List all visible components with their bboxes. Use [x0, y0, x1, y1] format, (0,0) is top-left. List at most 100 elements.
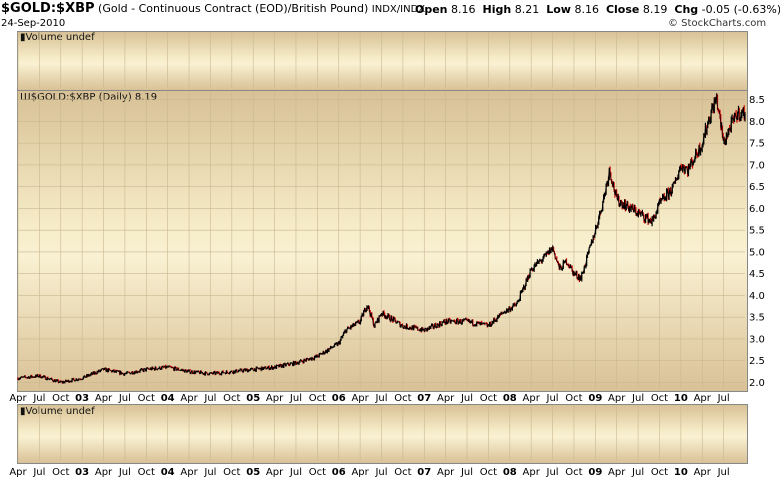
x-tick-label: 07: [417, 393, 431, 404]
x-tick-label: Apr: [266, 393, 284, 404]
x-tick-label: Apr: [95, 393, 113, 404]
x-tick-label: 08: [503, 393, 517, 404]
x-tick-label: Apr: [351, 467, 369, 478]
volume-label-bottom: ▮Volume undef: [20, 406, 95, 417]
price-line: [17, 95, 746, 384]
exchange: INDX/INDX: [371, 4, 426, 15]
x-tick-label: Apr: [608, 393, 626, 404]
y-tick-label: 7.0: [749, 160, 765, 171]
x-tick-label: Jul: [32, 393, 45, 404]
grid: [17, 32, 745, 461]
x-tick-label: 09: [588, 467, 602, 478]
x-tick-label: Jul: [289, 393, 302, 404]
x-tick-label: Jul: [203, 467, 216, 478]
x-tick-label: Oct: [52, 393, 69, 404]
candle-icon: Ш: [20, 92, 31, 103]
y-tick-label: 5.5: [749, 226, 765, 237]
x-tick-label: 04: [161, 467, 175, 478]
x-tick-label: Jul: [374, 467, 387, 478]
price-series: [17, 93, 746, 384]
price-panel-label: Ш$GOLD:$XBP (Daily) 8.19: [20, 92, 158, 103]
x-tick-label: 05: [246, 393, 260, 404]
x-tick-label: Apr: [437, 467, 455, 478]
x-tick-label: 06: [332, 393, 346, 404]
x-tick-label: Oct: [138, 393, 155, 404]
chart-header-title: $GOLD:$XBP (Gold - Continuous Contract (…: [1, 1, 425, 16]
x-tick-label: Oct: [394, 393, 411, 404]
x-tick-label: Jul: [631, 393, 644, 404]
x-tick-label: Apr: [694, 467, 712, 478]
x-tick-label: Oct: [394, 467, 411, 478]
x-tick-label: Oct: [223, 393, 240, 404]
x-tick-label: Apr: [437, 393, 455, 404]
y-tick-label: 4.5: [749, 269, 765, 280]
x-tick-label: Jul: [118, 467, 131, 478]
y-tick-label: 7.5: [749, 139, 765, 150]
x-tick-label: Jul: [374, 393, 387, 404]
x-tick-label: 03: [75, 467, 89, 478]
x-tick-label: Apr: [351, 393, 369, 404]
watermark: © StockCharts.com: [668, 18, 767, 29]
x-tick-label: Apr: [694, 393, 712, 404]
y-tick-label: 6.5: [749, 182, 765, 193]
y-tick-label: 3.5: [749, 313, 765, 324]
x-tick-label: 07: [417, 467, 431, 478]
x-tick-label: Oct: [309, 393, 326, 404]
x-tick-label: 05: [246, 467, 260, 478]
x-tick-label: Jul: [546, 393, 559, 404]
x-tick-label: Apr: [9, 467, 27, 478]
volume-bars-icon: ▮: [20, 406, 26, 417]
x-tick-label: Oct: [651, 467, 668, 478]
x-tick-label: Oct: [651, 393, 668, 404]
x-tick-label: Jul: [289, 467, 302, 478]
x-tick-label: 04: [161, 393, 175, 404]
x-tick-label: Apr: [266, 467, 284, 478]
x-tick-label: Oct: [223, 467, 240, 478]
x-tick-label: Jul: [32, 467, 45, 478]
x-tick-label: Oct: [565, 467, 582, 478]
x-tick-label: Oct: [565, 393, 582, 404]
volume-panel-bottom: [17, 404, 748, 464]
x-tick-label: Jul: [717, 393, 730, 404]
x-tick-label: Jul: [203, 393, 216, 404]
volume-label-top: ▮Volume undef: [20, 32, 95, 43]
y-axis: 2.0 2.5 3.0 3.5 4.0 4.5 5.0 5.5 6.0 6.5 7.0 7.5 8.0 8…: [749, 95, 765, 389]
x-tick-label: Oct: [480, 467, 497, 478]
x-tick-label: Apr: [95, 467, 113, 478]
y-tick-label: 8.5: [749, 95, 765, 106]
x-tick-label: Jul: [717, 467, 730, 478]
y-tick-label: 3.0: [749, 334, 765, 345]
x-tick-label: Jul: [631, 467, 644, 478]
chart-date: 24-Sep-2010: [1, 18, 66, 29]
x-tick-label: Oct: [52, 467, 69, 478]
y-tick-label: 2.5: [749, 356, 765, 367]
x-tick-label: Jul: [460, 467, 473, 478]
x-tick-label: 09: [588, 393, 602, 404]
ohlc-readout: Open 8.16 High 8.21 Low 8.16 Close 8.19 …: [415, 3, 780, 16]
x-tick-label: 08: [503, 467, 517, 478]
x-tick-label: Apr: [523, 467, 541, 478]
volume-bars-icon: ▮: [20, 32, 26, 43]
y-tick-label: 5.0: [749, 247, 765, 258]
x-tick-label: Jul: [546, 467, 559, 478]
up-bars: [18, 93, 746, 384]
x-tick-label: Oct: [480, 393, 497, 404]
x-tick-label: 03: [75, 393, 89, 404]
y-tick-label: 6.0: [749, 204, 765, 215]
x-tick-label: Apr: [523, 393, 541, 404]
down-bars: [17, 94, 745, 384]
x-tick-label: 10: [674, 467, 688, 478]
y-tick-label: 2.0: [749, 378, 765, 389]
x-tick-label: Oct: [138, 467, 155, 478]
x-tick-label: Apr: [180, 467, 198, 478]
x-tick-label: Apr: [180, 393, 198, 404]
y-tick-label: 8.0: [749, 117, 765, 128]
x-axis-top: Apr Jul Oct 03 Apr Jul Oct 04 Apr Jul Oct 05 Apr Jul O…: [9, 393, 729, 404]
price-panel: [17, 90, 748, 392]
x-tick-label: Jul: [118, 393, 131, 404]
x-tick-label: Apr: [9, 393, 27, 404]
x-tick-label: Oct: [309, 467, 326, 478]
y-tick-label: 4.0: [749, 291, 765, 302]
symbol-description: (Gold - Continuous Contract (EOD)/Britis…: [98, 2, 369, 15]
